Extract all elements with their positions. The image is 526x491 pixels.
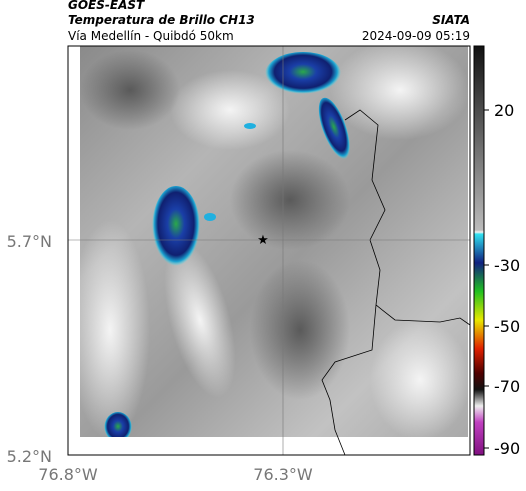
timestamp: 2024-09-09 05:19	[362, 29, 470, 43]
border-line	[321, 109, 471, 456]
satellite-name: GOES-EAST	[68, 0, 145, 12]
colorbar-label: -30	[494, 256, 520, 275]
lon-label: 76.3°W	[253, 465, 313, 484]
route: Vía Medellín - Quibdó 50km	[68, 29, 234, 43]
source: SIATA	[432, 13, 470, 27]
colorbar-ticks: 20 -30 -50 -70 -90	[484, 101, 520, 458]
lon-label: 76.8°W	[38, 465, 98, 484]
lat-label: 5.2°N	[7, 447, 52, 466]
location-star: ★	[257, 233, 269, 248]
colorbar-label: -50	[494, 317, 520, 336]
map-frame	[67, 45, 471, 456]
product-title: Temperatura de Brillo CH13	[68, 13, 255, 27]
colorbar-label: -70	[494, 377, 520, 396]
lat-label: 5.7°N	[7, 232, 52, 251]
colorbar-label: -90	[494, 439, 520, 458]
colorbar	[473, 45, 485, 456]
colorbar-label: 20	[494, 101, 514, 120]
satellite-image	[80, 46, 468, 437]
